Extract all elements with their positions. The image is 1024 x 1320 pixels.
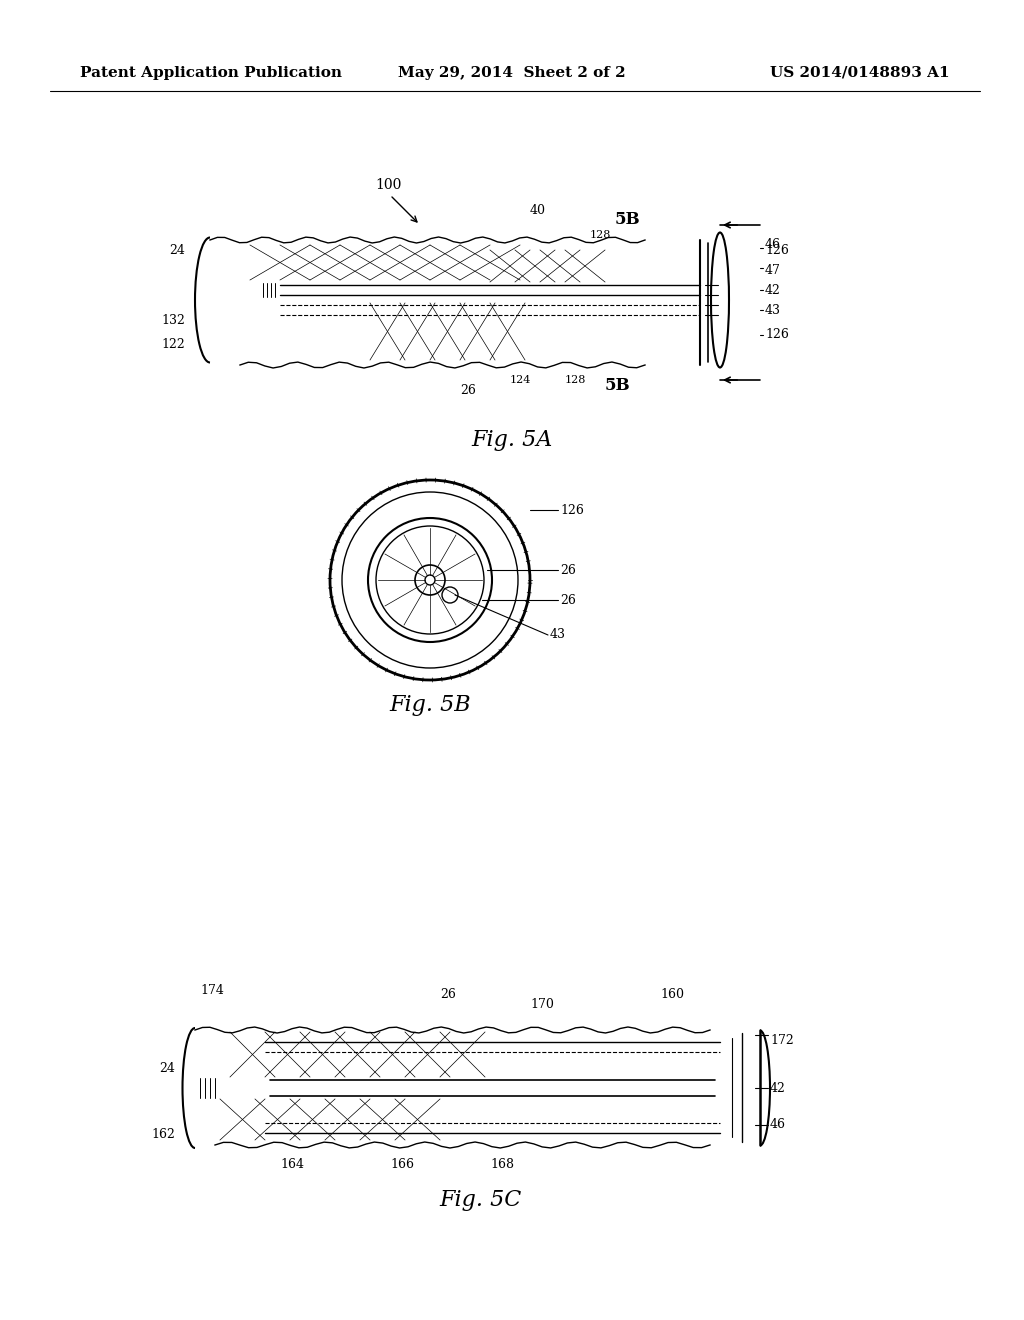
Text: 46: 46: [770, 1118, 786, 1131]
Text: 24: 24: [169, 243, 185, 256]
Text: 170: 170: [530, 998, 554, 1011]
Text: 47: 47: [765, 264, 781, 276]
Text: 126: 126: [765, 243, 788, 256]
Text: Patent Application Publication: Patent Application Publication: [80, 66, 342, 79]
Text: 26: 26: [440, 989, 456, 1002]
Text: 26: 26: [460, 384, 476, 396]
Text: 26: 26: [560, 564, 575, 577]
Text: 5B: 5B: [605, 376, 631, 393]
Text: 5B: 5B: [615, 211, 641, 228]
Text: 42: 42: [765, 284, 781, 297]
Text: 162: 162: [152, 1129, 175, 1142]
Text: 46: 46: [765, 239, 781, 252]
Text: 43: 43: [550, 628, 566, 642]
Text: 100: 100: [375, 178, 401, 191]
Text: 24: 24: [159, 1061, 175, 1074]
Text: 126: 126: [560, 503, 584, 516]
Text: 42: 42: [770, 1081, 785, 1094]
Text: 126: 126: [765, 329, 788, 342]
Text: 168: 168: [490, 1159, 514, 1172]
Text: 124: 124: [510, 375, 531, 385]
Text: 26: 26: [560, 594, 575, 606]
Text: 40: 40: [530, 203, 546, 216]
Text: Fig. 5A: Fig. 5A: [471, 429, 553, 451]
Text: 160: 160: [660, 989, 684, 1002]
Text: 166: 166: [390, 1159, 414, 1172]
Text: US 2014/0148893 A1: US 2014/0148893 A1: [770, 66, 950, 79]
Text: Fig. 5B: Fig. 5B: [389, 694, 471, 715]
Text: 128: 128: [565, 375, 587, 385]
Text: 172: 172: [770, 1034, 794, 1047]
Text: 128: 128: [590, 230, 611, 240]
Text: 122: 122: [161, 338, 185, 351]
Text: 132: 132: [161, 314, 185, 326]
Text: 43: 43: [765, 304, 781, 317]
Text: 164: 164: [280, 1159, 304, 1172]
Text: May 29, 2014  Sheet 2 of 2: May 29, 2014 Sheet 2 of 2: [398, 66, 626, 79]
Text: Fig. 5C: Fig. 5C: [439, 1189, 521, 1210]
Text: 174: 174: [200, 983, 224, 997]
